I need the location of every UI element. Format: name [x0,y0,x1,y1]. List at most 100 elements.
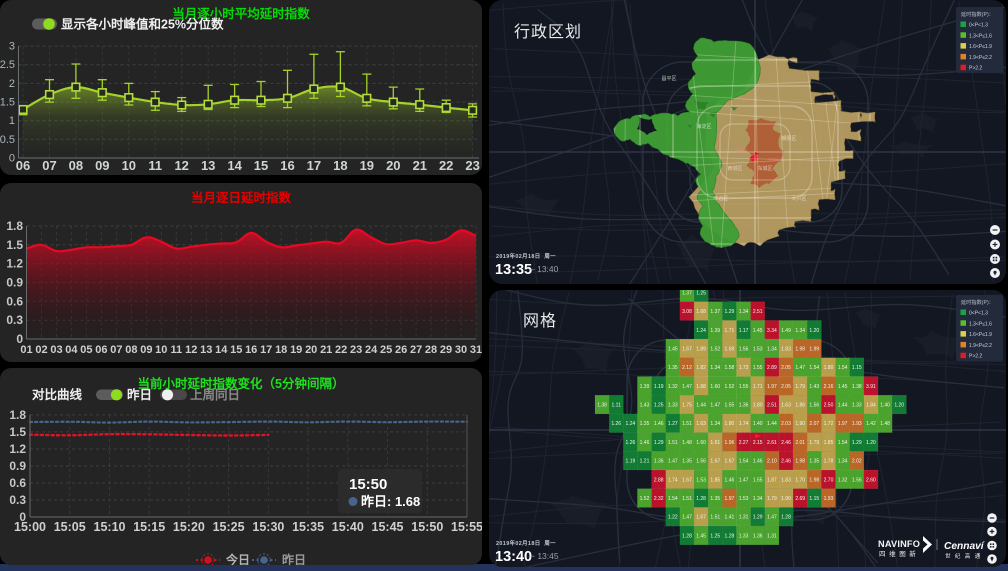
svg-text:15:25: 15:25 [213,520,245,534]
svg-text:大兴区: 大兴区 [791,195,806,202]
svg-text:04: 04 [65,344,78,356]
svg-text:1.38: 1.38 [597,403,607,409]
svg-text:13:40: 13:40 [495,549,532,565]
svg-text:1.47: 1.47 [795,365,805,371]
svg-text:1.46: 1.46 [640,440,650,446]
svg-text:1.69: 1.69 [725,346,735,352]
svg-text:1.5: 1.5 [9,425,26,439]
svg-text:今日: 今日 [225,552,250,565]
svg-text:15:35: 15:35 [292,520,324,534]
svg-text:1.33: 1.33 [668,403,678,409]
svg-text:1.54: 1.54 [809,365,819,371]
svg-text:1.25: 1.25 [710,533,720,539]
svg-text:3.34: 3.34 [767,328,777,334]
svg-text:2019年02月18日 周一: 2019年02月18日 周一 [496,539,556,547]
svg-text:1.29: 1.29 [852,440,862,446]
svg-text:11: 11 [170,344,182,356]
svg-text:1.32: 1.32 [838,477,848,483]
svg-text:1.55: 1.55 [753,477,763,483]
svg-text:1.34: 1.34 [753,496,763,502]
svg-text:1.9<P≤2.2: 1.9<P≤2.2 [969,343,992,349]
svg-text:1.25: 1.25 [696,290,706,296]
svg-text:3.91: 3.91 [866,384,876,390]
svg-text:1.2: 1.2 [6,257,23,271]
svg-text:1.33: 1.33 [739,533,749,539]
svg-text:1.34: 1.34 [767,346,777,352]
svg-text:1.29: 1.29 [725,309,735,315]
svg-text:24: 24 [365,344,378,356]
svg-text:昌平区: 昌平区 [661,76,676,82]
svg-text:1.34: 1.34 [838,459,848,465]
svg-text:P>2.2: P>2.2 [969,354,982,360]
svg-text:2.5: 2.5 [0,59,15,71]
svg-text:1.61: 1.61 [710,440,720,446]
svg-text:0.9: 0.9 [9,459,26,473]
svg-text:1.93: 1.93 [852,421,862,427]
svg-text:17: 17 [307,158,321,173]
svg-text:1.56: 1.56 [739,346,749,352]
svg-text:1.28: 1.28 [696,496,706,502]
svg-text:06: 06 [95,344,107,356]
svg-text:0.3: 0.3 [6,313,23,327]
svg-text:1.43: 1.43 [809,384,819,390]
svg-text:21: 21 [413,158,427,173]
svg-text:1.89: 1.89 [696,346,706,352]
svg-text:20: 20 [386,158,400,173]
svg-text:1.36: 1.36 [739,403,749,409]
svg-text:1.42: 1.42 [866,421,876,427]
svg-text:3: 3 [9,41,15,53]
svg-text:1.97: 1.97 [838,421,848,427]
svg-text:1.45: 1.45 [838,384,848,390]
svg-text:1.52: 1.52 [640,496,650,502]
svg-text:31: 31 [470,344,482,356]
svg-text:2.88: 2.88 [654,477,664,483]
svg-text:15:15: 15:15 [133,520,165,534]
svg-text:2.07: 2.07 [809,421,819,427]
svg-text:昨日: 1.68: 昨日: 1.68 [361,494,420,509]
svg-text:27: 27 [410,344,422,356]
svg-text:2.46: 2.46 [781,440,791,446]
svg-text:16: 16 [245,344,257,356]
svg-text:1.53: 1.53 [739,496,749,502]
svg-text:1.46: 1.46 [753,459,763,465]
svg-text:1.71: 1.71 [753,384,763,390]
svg-text:15:10: 15:10 [94,520,126,534]
svg-text:1.8: 1.8 [6,219,23,233]
svg-text:1.80: 1.80 [824,365,834,371]
svg-text:2.05: 2.05 [781,384,791,390]
svg-text:1.56: 1.56 [809,403,819,409]
svg-text:0.5: 0.5 [0,134,15,146]
svg-text:2.51: 2.51 [767,403,777,409]
svg-text:1.44: 1.44 [838,403,848,409]
svg-text:2.10: 2.10 [767,459,777,465]
svg-text:2.70: 2.70 [824,477,834,483]
svg-text:0<P<1.3: 0<P<1.3 [969,23,988,29]
svg-text:23: 23 [465,158,479,173]
svg-text:1.54: 1.54 [668,496,678,502]
svg-text:17: 17 [260,344,272,356]
svg-text:1.54: 1.54 [838,365,848,371]
svg-text:1.17: 1.17 [739,328,749,334]
svg-text:2.89: 2.89 [767,365,777,371]
svg-text:1.72: 1.72 [824,421,834,427]
svg-text:1.15: 1.15 [809,496,819,502]
svg-text:3.08: 3.08 [682,309,692,315]
svg-text:1.51: 1.51 [682,421,692,427]
svg-text:1.78: 1.78 [824,459,834,465]
svg-text:0.6: 0.6 [6,294,23,308]
svg-text:1.82: 1.82 [696,365,706,371]
svg-text:13:35: 13:35 [495,262,532,278]
svg-text:1.29: 1.29 [753,515,763,521]
svg-text:1.39: 1.39 [710,328,720,334]
svg-text:15: 15 [230,344,242,356]
svg-text:22: 22 [439,158,453,173]
svg-text:12: 12 [174,158,188,173]
svg-text:1.53: 1.53 [753,346,763,352]
svg-text:1.27: 1.27 [668,421,678,427]
svg-text:26: 26 [395,344,407,356]
svg-text:2.12: 2.12 [682,365,692,371]
svg-text:1.45: 1.45 [696,533,706,539]
svg-text:1.79: 1.79 [795,384,805,390]
svg-text:1.15: 1.15 [852,365,862,371]
svg-text:1.70: 1.70 [795,477,805,483]
